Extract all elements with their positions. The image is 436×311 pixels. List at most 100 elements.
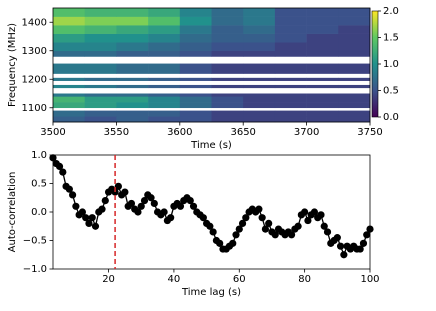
heatmap-cell [84, 93, 117, 97]
heatmap-cell [179, 93, 212, 97]
heatmap-cell [179, 84, 212, 89]
heatmap-cell [179, 77, 212, 81]
heatmap-cell [306, 16, 339, 26]
heatmap-cell [179, 25, 212, 34]
heatmap-cell [211, 116, 244, 123]
heatmap-cell [84, 16, 117, 26]
data-point [82, 214, 90, 222]
heatmap-cell [179, 102, 212, 109]
data-point [310, 208, 319, 216]
data-point [206, 222, 214, 230]
heatmap-cell [179, 33, 212, 43]
heatmap-cell [53, 42, 85, 52]
y-axis-label: Frequency (MHz) [7, 23, 18, 107]
heatmap-cell [84, 116, 117, 123]
heatmap-cell [274, 25, 307, 34]
heatmap-cell [338, 33, 371, 43]
heatmap-cell [306, 96, 339, 103]
data-point [242, 214, 250, 222]
data-point [320, 222, 328, 230]
data-point [49, 154, 57, 162]
heatmap-cell [148, 77, 181, 81]
data-point [114, 182, 122, 190]
heatmap-cell [211, 63, 244, 74]
data-point [323, 228, 332, 236]
heatmap-cell [211, 16, 244, 26]
y-tick-label: 1300 [22, 46, 47, 57]
data-point [111, 188, 119, 196]
data-point [301, 208, 309, 216]
heatmap-cell [211, 96, 244, 103]
y-tick-label: −0.5 [23, 236, 47, 247]
y-tick-label: 1100 [22, 103, 47, 114]
y-axis-label: Auto-correlation [7, 172, 18, 253]
heatmap-cell [53, 102, 85, 109]
heatmap-cell [53, 84, 85, 89]
heatmap-cell [243, 42, 276, 52]
data-point [333, 234, 341, 242]
data-point [150, 199, 158, 208]
data-point [98, 205, 106, 213]
heatmap-cell [116, 16, 149, 26]
heatmap-cell [338, 116, 371, 123]
data-point [88, 214, 96, 222]
heatmap-cell [338, 42, 371, 52]
heatmap-cell [53, 96, 85, 103]
heatmap-cell [116, 102, 149, 109]
heatmap-cell [148, 42, 181, 52]
heatmap-cell [53, 50, 85, 57]
x-tick-label: 3650 [230, 127, 255, 138]
heatmap-cell [53, 25, 85, 34]
heatmap-cell [243, 33, 276, 43]
heatmap-cell [53, 116, 85, 123]
heatmap-cell [53, 63, 85, 74]
data-point [317, 211, 325, 219]
heatmap-cell [243, 8, 276, 17]
x-axis-label: Time (s) [190, 140, 232, 151]
x-tick-label: 3600 [167, 127, 192, 138]
data-point [121, 188, 129, 196]
colorbar-tick-label: 2.0 [383, 6, 399, 17]
heatmap-cell [148, 8, 181, 17]
heatmap-cell [306, 102, 339, 109]
data-point [134, 208, 142, 216]
y-tick-label: 1400 [22, 17, 47, 28]
heatmap-cell [148, 96, 181, 103]
heatmap-cell [274, 33, 307, 43]
y-tick-label: −1.0 [23, 264, 47, 275]
heatmap-cell [148, 16, 181, 26]
colorbar-tick-label: 1.0 [383, 59, 399, 70]
heatmap-cell [84, 42, 117, 52]
heatmap-cell [274, 42, 307, 52]
heatmap-cell [116, 33, 149, 43]
heatmap-cell [84, 33, 117, 43]
heatmap-cell [84, 102, 117, 109]
heatmap-cell [243, 63, 276, 74]
y-tick-label: 1200 [22, 74, 47, 85]
data-point [271, 231, 279, 239]
data-point [261, 225, 270, 233]
x-tick-label: 3750 [357, 127, 382, 138]
heatmap-cell [53, 33, 85, 43]
heatmap-cell [338, 8, 371, 17]
data-point [186, 197, 194, 205]
heatmap-cell [116, 93, 149, 97]
data-point [287, 231, 296, 239]
heatmap-cell [306, 77, 339, 81]
heatmap-cell [338, 102, 371, 109]
heatmap-cell [84, 8, 117, 17]
data-point [216, 239, 224, 247]
data-point [160, 208, 168, 216]
heatmap-cell [211, 8, 244, 17]
y-tick-label: 0.0 [31, 207, 47, 218]
heatmap-cell [84, 84, 117, 89]
data-point [229, 239, 237, 247]
heatmap-cell [53, 110, 85, 117]
heatmap-cell [243, 84, 276, 89]
data-point [176, 202, 185, 210]
data-point [55, 162, 64, 170]
heatmap-cell [211, 50, 244, 57]
axes-frame [52, 7, 371, 123]
data-point [137, 202, 145, 210]
